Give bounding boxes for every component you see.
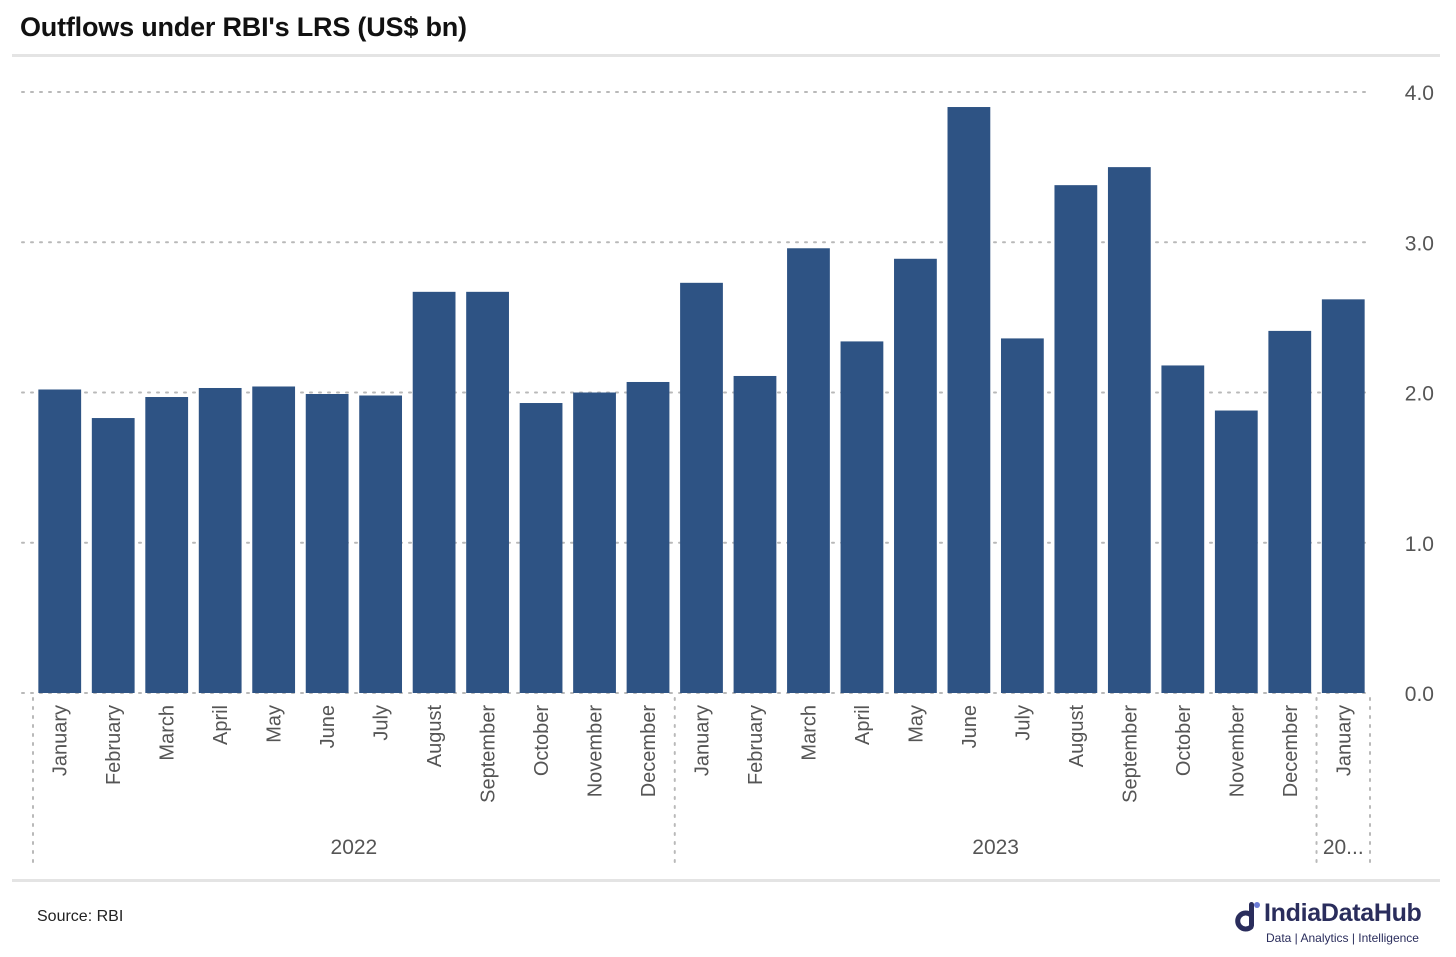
bar: [1161, 365, 1205, 693]
bar: [252, 386, 296, 693]
brand-logo: IndiaDataHub Data | Analytics | Intellig…: [1232, 897, 1442, 949]
bar: [787, 248, 830, 693]
bottom-divider: [12, 879, 1440, 882]
bar: [198, 387, 242, 693]
bar: [733, 375, 777, 693]
brand-name: IndiaDataHub: [1264, 899, 1422, 927]
bar: [38, 389, 82, 693]
bar: [947, 107, 991, 693]
x-tick-label: June: [959, 705, 981, 748]
x-tick-label: October: [531, 705, 553, 776]
x-tick-label: May: [264, 705, 286, 743]
x-tick-label: October: [1173, 705, 1195, 776]
bar: [305, 394, 349, 693]
x-tick-label: November: [585, 705, 607, 798]
bar: [1000, 338, 1044, 693]
bar: [519, 403, 563, 693]
x-group-label: 2022: [331, 836, 378, 859]
bar: [1214, 410, 1258, 693]
x-tick-label: January: [1333, 705, 1355, 776]
x-tick-label: February: [745, 705, 767, 785]
bar-chart: 0.0 1.0 2.0 3.0 4.0 January February March Apri…: [21, 82, 1434, 867]
bar: [840, 341, 884, 693]
bar: [1054, 185, 1098, 693]
x-tick-label: January: [692, 705, 714, 776]
bar: [626, 381, 670, 693]
x-tick-label: September: [1119, 705, 1141, 803]
x-tick-label: May: [905, 705, 927, 743]
brand-logo-icon: [1235, 902, 1260, 932]
x-tick-label: March: [798, 705, 820, 761]
x-axis: January February March April May June July Augu…: [32, 697, 1371, 867]
x-tick-label: April: [852, 705, 874, 745]
x-tick-label: November: [1226, 705, 1248, 798]
x-tick-label: December: [1280, 705, 1302, 798]
y-tick-label: 0.0: [1405, 683, 1434, 706]
bar: [1321, 299, 1365, 693]
x-tick-label: July: [371, 705, 393, 741]
bar: [359, 395, 403, 693]
y-tick-label: 3.0: [1405, 232, 1434, 255]
bar: [1268, 330, 1312, 693]
bar: [466, 291, 509, 693]
y-tick-label: 1.0: [1405, 533, 1434, 556]
bar: [894, 258, 937, 693]
x-group-label: 20...: [1323, 836, 1364, 859]
bars: [38, 107, 1365, 693]
source-note: Source: RBI: [37, 908, 124, 925]
x-tick-label: April: [210, 705, 232, 745]
x-group-label: 2023: [972, 836, 1019, 859]
x-tick-label: December: [638, 705, 660, 798]
chart-title: Outflows under RBI's LRS (US$ bn): [20, 12, 467, 42]
x-tick-label: February: [103, 705, 125, 785]
top-divider: [12, 54, 1440, 57]
x-tick-label: August: [1066, 705, 1088, 768]
bar: [412, 291, 456, 693]
y-tick-label: 4.0: [1405, 82, 1434, 105]
y-axis: 0.0 1.0 2.0 3.0 4.0: [1405, 82, 1434, 706]
x-tick-label: July: [1012, 705, 1034, 741]
x-tick-label: September: [478, 705, 500, 803]
y-tick-label: 2.0: [1405, 383, 1434, 406]
x-tick-label: March: [157, 705, 179, 761]
brand-tagline: Data | Analytics | Intelligence: [1266, 931, 1419, 945]
x-tick-label: January: [50, 705, 72, 776]
bar: [1107, 167, 1151, 693]
bar: [91, 418, 135, 693]
bar: [573, 392, 616, 693]
x-tick-label: August: [424, 705, 446, 768]
x-tick-label: June: [317, 705, 339, 748]
bar: [680, 282, 723, 693]
bar: [145, 397, 189, 693]
